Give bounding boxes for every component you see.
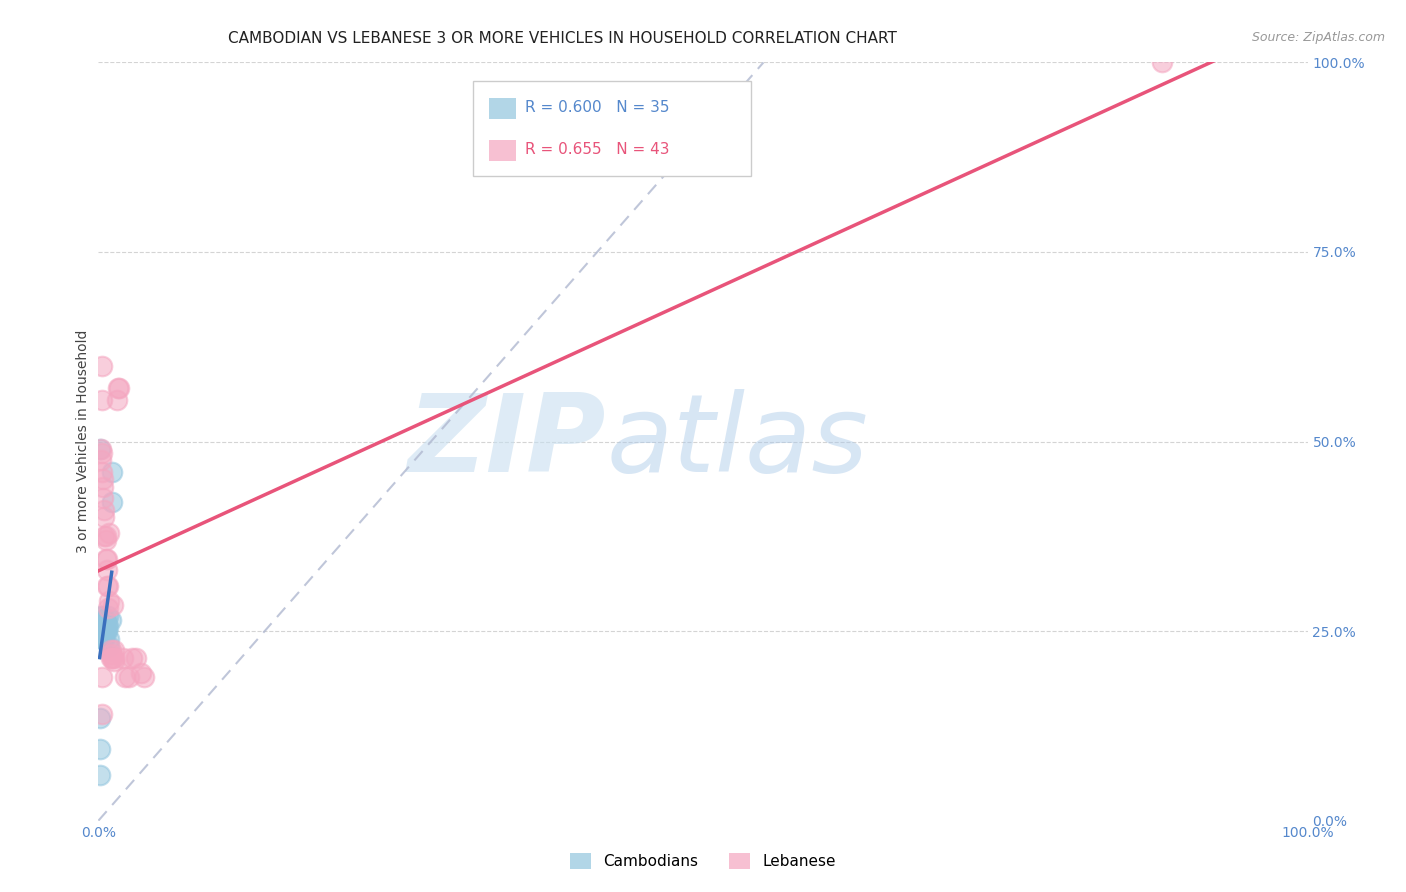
Bar — [489, 140, 516, 161]
FancyBboxPatch shape — [474, 81, 751, 177]
Point — [91, 620, 114, 634]
Text: R = 0.655   N = 43: R = 0.655 N = 43 — [526, 142, 669, 157]
Point — [100, 465, 122, 479]
Point — [93, 613, 115, 627]
Point — [91, 491, 114, 506]
Point — [100, 613, 122, 627]
Point — [93, 616, 115, 631]
Point — [93, 503, 115, 517]
Point — [93, 529, 115, 543]
Point — [91, 620, 114, 634]
Point — [94, 624, 117, 639]
Point — [90, 616, 112, 631]
Point — [91, 465, 114, 479]
Point — [91, 446, 114, 460]
Point — [98, 525, 121, 540]
Point — [91, 616, 114, 631]
Text: R = 0.600   N = 35: R = 0.600 N = 35 — [526, 101, 669, 115]
Text: ZIP: ZIP — [408, 389, 606, 494]
Point — [94, 533, 117, 548]
Point — [89, 741, 111, 756]
Point — [91, 707, 114, 722]
Point — [89, 768, 111, 782]
Point — [94, 552, 117, 566]
Point — [111, 650, 134, 665]
Point — [90, 608, 112, 623]
Text: Source: ZipAtlas.com: Source: ZipAtlas.com — [1251, 31, 1385, 45]
Point — [108, 382, 131, 396]
Point — [103, 643, 125, 657]
Point — [101, 598, 124, 612]
Point — [96, 564, 118, 578]
Point — [97, 608, 120, 623]
Point — [98, 639, 121, 653]
Bar — [489, 98, 516, 120]
Point — [100, 647, 122, 661]
Point — [103, 650, 125, 665]
Point — [91, 608, 114, 623]
Point — [91, 628, 114, 642]
Point — [98, 632, 121, 646]
Point — [100, 643, 122, 657]
Point — [97, 620, 120, 634]
Point — [89, 711, 111, 725]
Point — [100, 495, 122, 509]
Point — [90, 453, 112, 467]
Point — [91, 392, 114, 407]
Legend: Cambodians, Lebanese: Cambodians, Lebanese — [564, 847, 842, 875]
Point — [91, 624, 114, 639]
Point — [105, 392, 128, 407]
Point — [91, 616, 114, 631]
Point — [90, 442, 112, 457]
Point — [125, 650, 148, 665]
Point — [97, 601, 120, 615]
Point — [91, 632, 114, 646]
Point — [93, 624, 115, 639]
Point — [100, 650, 122, 665]
Point — [129, 665, 152, 680]
Point — [91, 473, 114, 487]
Text: atlas: atlas — [606, 389, 868, 494]
Point — [91, 624, 114, 639]
Point — [103, 655, 125, 669]
Point — [94, 613, 117, 627]
Point — [91, 632, 114, 646]
Point — [91, 480, 114, 494]
Point — [107, 382, 129, 396]
Point — [100, 650, 122, 665]
Y-axis label: 3 or more Vehicles in Household: 3 or more Vehicles in Household — [76, 330, 90, 553]
Point — [96, 616, 118, 631]
Point — [121, 650, 143, 665]
Point — [91, 669, 114, 683]
Point — [94, 529, 117, 543]
Point — [93, 620, 115, 634]
Point — [1152, 55, 1174, 70]
Point — [118, 669, 141, 683]
Point — [91, 359, 114, 373]
Point — [93, 632, 115, 646]
Point — [97, 579, 120, 593]
Point — [96, 579, 118, 593]
Point — [91, 628, 114, 642]
Text: CAMBODIAN VS LEBANESE 3 OR MORE VEHICLES IN HOUSEHOLD CORRELATION CHART: CAMBODIAN VS LEBANESE 3 OR MORE VEHICLES… — [228, 31, 897, 46]
Point — [90, 620, 112, 634]
Point — [93, 510, 115, 524]
Point — [89, 442, 111, 457]
Point — [134, 669, 156, 683]
Point — [96, 624, 118, 639]
Point — [96, 552, 118, 566]
Point — [98, 594, 121, 608]
Point — [114, 669, 136, 683]
Point — [91, 613, 114, 627]
